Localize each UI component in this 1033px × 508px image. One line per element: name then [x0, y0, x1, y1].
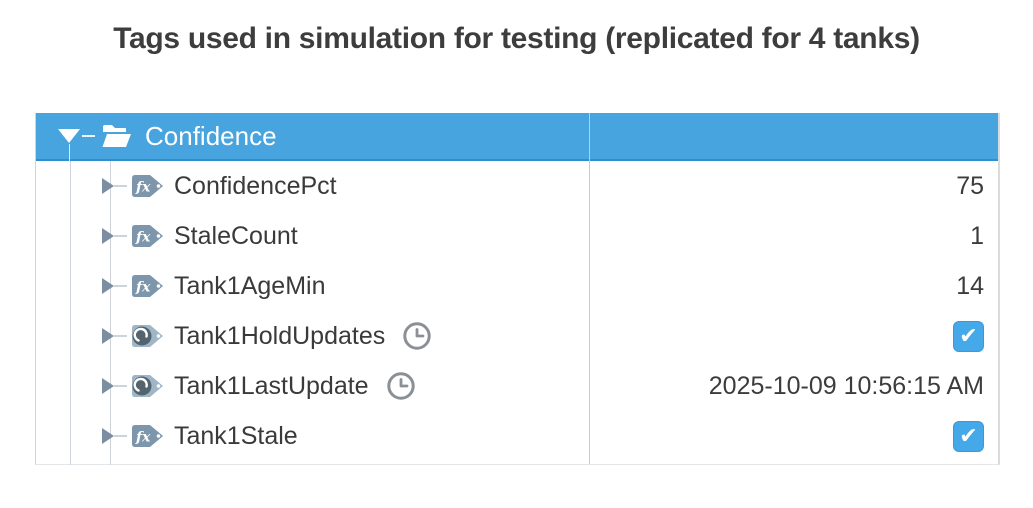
- tree-dash: [114, 385, 127, 387]
- tree-dash: [114, 435, 127, 437]
- folder-open-icon: [102, 125, 131, 147]
- tag-label: Tank1LastUpdate: [174, 371, 369, 400]
- expression-tag-icon: [132, 225, 163, 247]
- history-clock-icon: [403, 322, 431, 350]
- tag-name-cell: ConfidencePct: [36, 161, 589, 211]
- tree-stem: [69, 144, 70, 161]
- tag-value-cell[interactable]: 1: [589, 211, 998, 261]
- tag-name-cell: Tank1HoldUpdates: [36, 311, 589, 361]
- tree-dash: [114, 185, 127, 187]
- tag-value-cell: ✔: [589, 411, 998, 461]
- tag-label: StaleCount: [174, 221, 298, 250]
- column-divider[interactable]: [589, 113, 590, 464]
- tag-name-cell: Tank1LastUpdate: [36, 361, 589, 411]
- tag-label: Tank1Stale: [174, 421, 298, 450]
- expand-arrow-icon[interactable]: [102, 378, 114, 394]
- tree-row-confidence-folder[interactable]: Confidence: [36, 113, 998, 161]
- tag-browser-table: Confidence ConfidencePct 75 StaleCount 1: [35, 113, 1000, 465]
- tag-value: 14: [956, 271, 984, 300]
- value-checkbox-checked[interactable]: ✔: [953, 320, 984, 352]
- tree-connector-root: [70, 161, 71, 465]
- value-checkbox-checked[interactable]: ✔: [953, 420, 984, 452]
- tree-row-tank1agemin[interactable]: Tank1AgeMin 14: [36, 261, 998, 311]
- tag-name-cell: Tank1Stale: [36, 411, 589, 461]
- tree-dash: [82, 135, 95, 137]
- page-title: Tags used in simulation for testing (rep…: [113, 22, 920, 55]
- tree-row-tank1lastupdate[interactable]: Tank1LastUpdate 2025-10-09 10:56:15 AM: [36, 361, 998, 411]
- expression-tag-icon: [132, 175, 163, 197]
- memory-tag-icon: [130, 323, 165, 349]
- tree-row-confidencepct[interactable]: ConfidencePct 75: [36, 161, 998, 211]
- tag-value: 1: [970, 221, 984, 250]
- tree-row-stalecount[interactable]: StaleCount 1: [36, 211, 998, 261]
- folder-value-cell: [589, 113, 998, 159]
- tree-dash: [114, 285, 127, 287]
- tag-name-cell: StaleCount: [36, 211, 589, 261]
- expression-tag-icon: [132, 275, 163, 297]
- folder-label: Confidence: [145, 120, 277, 151]
- checkmark-icon: ✔: [959, 423, 978, 448]
- tag-value: 2025-10-09 10:56:15 AM: [708, 371, 984, 400]
- expand-arrow-icon[interactable]: [102, 178, 114, 194]
- memory-tag-icon: [130, 373, 165, 399]
- folder-name-cell: Confidence: [36, 113, 589, 161]
- tree-row-tank1stale[interactable]: Tank1Stale ✔: [36, 411, 998, 461]
- tree-dash: [114, 235, 127, 237]
- tag-value-cell[interactable]: 75: [589, 161, 998, 211]
- tree-dash: [114, 335, 127, 337]
- collapse-arrow-icon[interactable]: [58, 129, 80, 143]
- tag-value: 75: [956, 171, 984, 200]
- expression-tag-icon: [132, 425, 163, 447]
- history-clock-icon: [386, 372, 415, 400]
- tag-value-cell[interactable]: 14: [589, 261, 998, 311]
- tag-name-cell: Tank1AgeMin: [36, 261, 589, 311]
- tree-connector-children: [110, 161, 111, 465]
- tag-value-cell: ✔: [589, 311, 998, 361]
- expand-arrow-icon[interactable]: [102, 328, 114, 344]
- tag-value-cell[interactable]: 2025-10-09 10:56:15 AM: [589, 361, 998, 411]
- expand-arrow-icon[interactable]: [102, 228, 114, 244]
- tree-row-tank1holdupdates[interactable]: Tank1HoldUpdates ✔: [36, 311, 998, 361]
- tag-label: ConfidencePct: [174, 171, 337, 200]
- checkmark-icon: ✔: [959, 323, 978, 348]
- tag-label: Tank1HoldUpdates: [174, 321, 386, 350]
- expand-arrow-icon[interactable]: [102, 428, 114, 444]
- tag-label: Tank1AgeMin: [174, 271, 326, 300]
- expand-arrow-icon[interactable]: [102, 278, 114, 294]
